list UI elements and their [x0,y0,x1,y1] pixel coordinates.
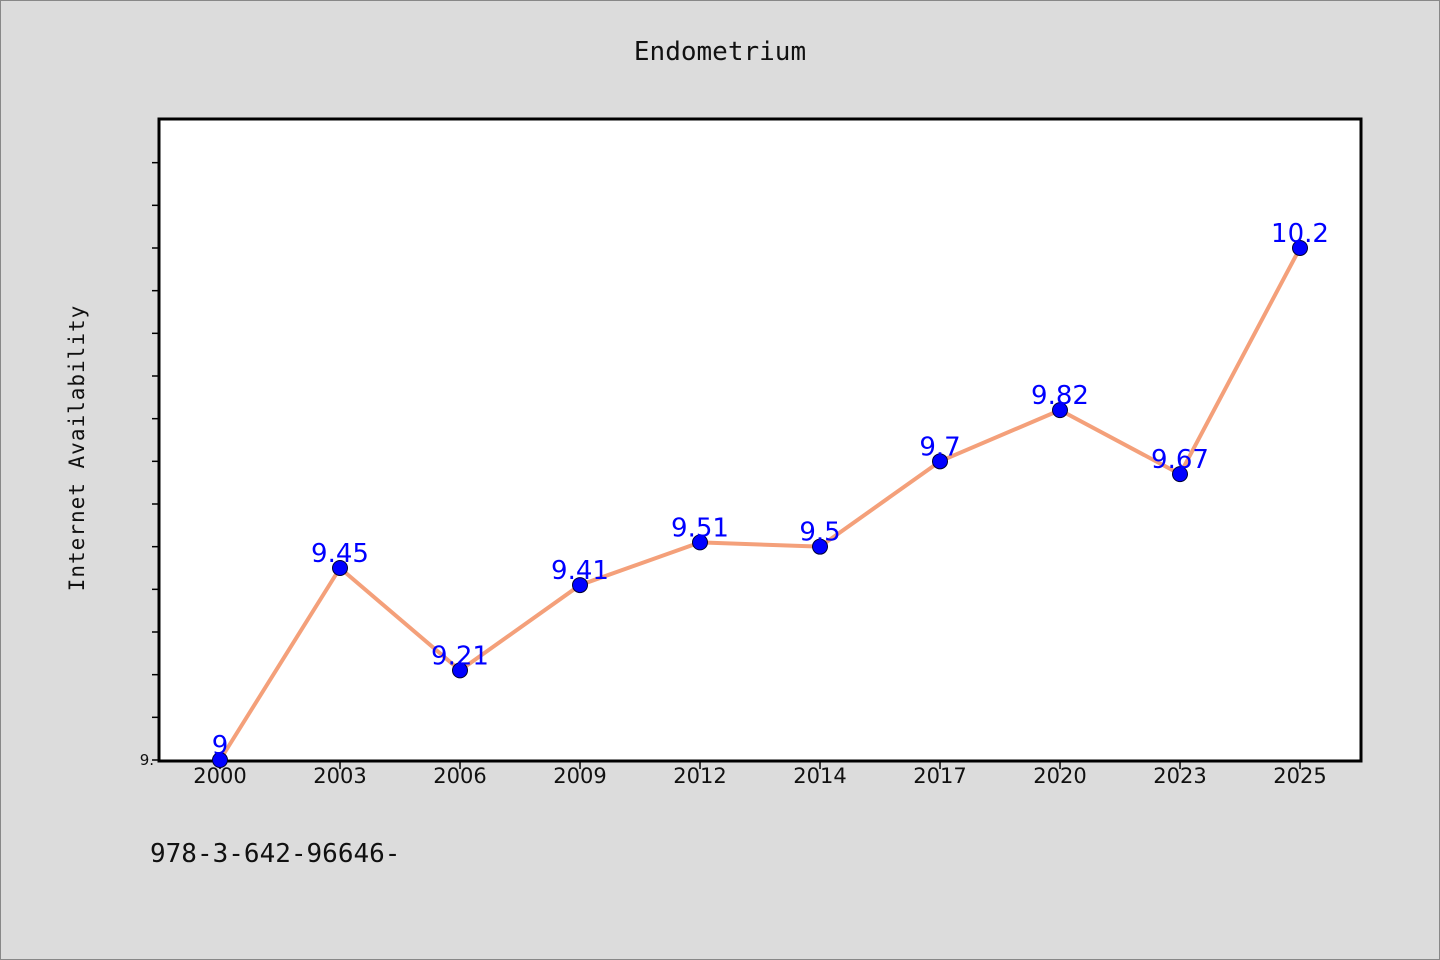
data-point-label: 9.21 [431,641,489,671]
x-tick-label: 2025 [1273,764,1326,788]
x-tick-label: 2023 [1153,764,1206,788]
x-tick-label: 2017 [913,764,966,788]
data-point-marker [812,538,828,555]
x-tick-label: 2009 [553,764,606,788]
data-point-marker [452,662,468,679]
data-point-label: 9 [212,731,229,761]
data-point-marker [212,752,228,768]
footer-isbn-text: 978-3-642-96646- [150,839,400,869]
series-markers [212,240,1308,768]
data-point-label: 9.41 [551,556,609,586]
data-point-marker [1172,466,1188,483]
data-point-marker [692,534,708,551]
data-point-label: 9.7 [919,432,960,462]
plot-area [157,117,1363,763]
data-labels: 9 9.45 9.21 9.41 9.51 9.5 9.7 9.82 9.67 10.2 [212,219,1329,761]
x-tick-label: 2003 [313,764,366,788]
x-tick-label: 2006 [433,764,486,788]
data-point-label: 9.82 [1031,381,1089,411]
data-point-label: 9.45 [311,539,369,569]
chart-title: Endometrium [634,37,806,67]
data-point-marker [1292,240,1308,256]
data-point-label: 9.67 [1151,445,1209,475]
data-point-label: 9.5 [799,518,840,548]
x-tick-label: 2012 [673,764,726,788]
data-point-marker [332,560,348,576]
data-point-marker [1052,402,1068,419]
data-point-marker [572,577,588,594]
data-point-label: 10.2 [1271,219,1329,249]
y-axis-ticks: 9. [140,161,159,769]
x-tick-label: 2014 [793,764,846,788]
data-point-marker [932,453,948,470]
series-line [218,247,1302,762]
y-axis-label: Internet Availability [65,305,89,592]
x-tick-label: 2020 [1033,764,1086,788]
x-axis-ticks: 2000 2003 2006 2009 2012 2014 2017 2020 2023 2025 [193,760,1327,788]
y-tick-label: 9. [140,751,154,769]
data-point-label: 9.51 [671,513,729,543]
